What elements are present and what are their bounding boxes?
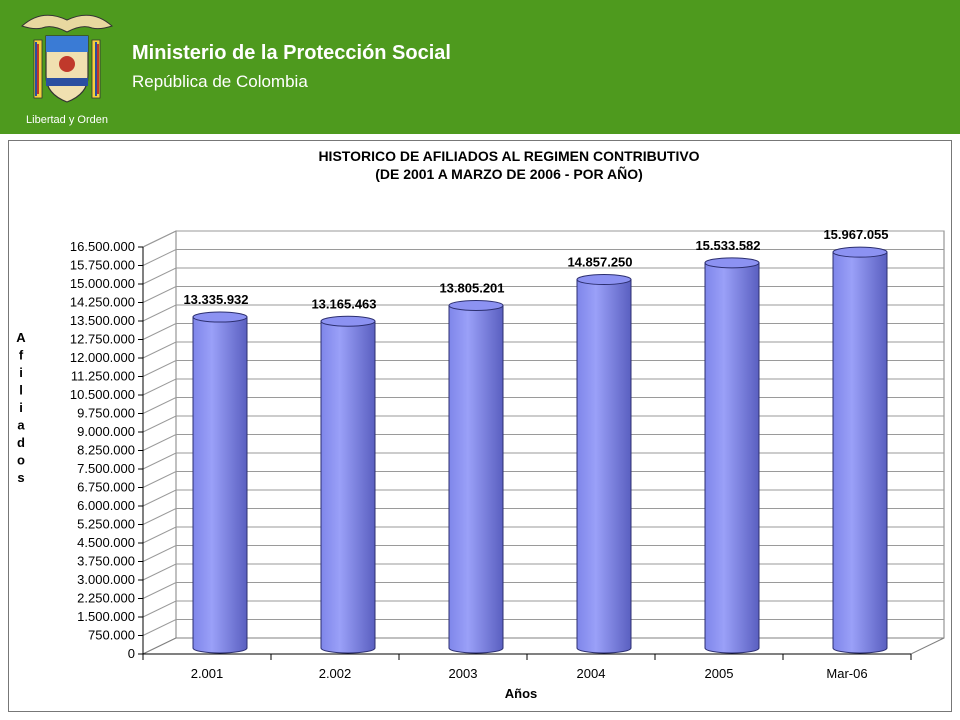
y-tick-label: 750.000: [88, 628, 135, 643]
data-label: 15.533.582: [695, 238, 760, 253]
bar-top: [832, 246, 888, 258]
bar: [192, 311, 248, 654]
data-label: 13.165.463: [311, 296, 376, 311]
y-tick-label: 9.750.000: [77, 406, 135, 421]
bar-body: [704, 262, 760, 654]
gridline: [142, 471, 944, 488]
gridline: [142, 378, 944, 396]
data-label: 13.805.201: [439, 280, 504, 295]
y-tick-label: 2.250.000: [77, 591, 135, 606]
gridline: [142, 397, 944, 414]
y-tick-label: 3.750.000: [77, 554, 135, 569]
y-tick-label: 15.000.000: [70, 276, 135, 291]
chart-subtitle: (DE 2001 A MARZO DE 2006 - POR AÑO): [375, 165, 643, 182]
bar: [576, 274, 632, 654]
ministry-title: Ministerio de la Protección Social: [132, 42, 451, 64]
gridline: [142, 341, 944, 359]
bar-chart: HISTORICO DE AFILIADOS AL REGIMEN CONTRI…: [16, 148, 945, 701]
x-tick-label: 2004: [577, 666, 606, 681]
gridline: [142, 545, 944, 562]
y-tick-label: 12.750.000: [70, 332, 135, 347]
gridline: [142, 230, 944, 248]
y-tick-label: 6.750.000: [77, 480, 135, 495]
gridline: [142, 508, 944, 525]
y-tick-label: 12.000.000: [70, 350, 135, 365]
x-tick-label: 2005: [705, 666, 734, 681]
bar-top: [448, 299, 504, 311]
bars: 13.335.932 13.165.463 13.805.201 14.857.250…: [183, 227, 889, 654]
y-tick-label: 1.500.000: [77, 609, 135, 624]
chart-title: HISTORICO DE AFILIADOS AL REGIMEN CONTRI…: [318, 148, 699, 164]
gridline: [142, 249, 944, 266]
data-label: 13.335.932: [183, 292, 248, 307]
bar-body: [576, 279, 632, 654]
y-tick-label: 16.500.000: [70, 239, 135, 254]
emblem-motto: Libertad y Orden: [26, 114, 108, 126]
y-tick-label: 9.000.000: [77, 424, 135, 439]
gridline: [142, 286, 944, 303]
x-tick-label: 2003: [449, 666, 478, 681]
gridline: [142, 526, 944, 544]
bar-top: [320, 315, 376, 327]
x-tick-label: 2.001: [191, 666, 224, 681]
grid: [142, 230, 945, 655]
gridline: [142, 600, 944, 618]
gridline: [142, 304, 944, 322]
bar-body: [448, 304, 504, 654]
data-label: 14.857.250: [567, 255, 632, 270]
bar-body: [192, 316, 248, 654]
gridline: [142, 619, 944, 636]
ministry-subtitle: República de Colombia: [132, 72, 308, 91]
gridline: [142, 323, 944, 340]
header-bar: Libertad y Orden Ministerio de la Protec…: [0, 0, 960, 134]
gridline: [142, 267, 944, 285]
y-tick-label: 8.250.000: [77, 443, 135, 458]
chart-frame: HISTORICO DE AFILIADOS AL REGIMEN CONTRI…: [8, 140, 952, 712]
gridline: [142, 563, 944, 581]
y-tick-label: 3.000.000: [77, 572, 135, 587]
y-tick-label: 13.500.000: [70, 313, 135, 328]
bar: [704, 257, 760, 654]
data-label: 15.967.055: [823, 227, 888, 242]
y-tick-label: 11.250.000: [71, 369, 135, 384]
coat-of-arms-icon: Libertad y Orden: [21, 14, 113, 126]
bar: [320, 315, 376, 654]
bar-body: [320, 320, 376, 654]
y-tick-label: 6.000.000: [77, 498, 135, 513]
bar-body: [832, 251, 888, 654]
bar-top: [192, 311, 248, 323]
x-axis-label: Años: [505, 686, 538, 701]
x-tick-label: 2.002: [319, 666, 352, 681]
y-tick-label: 15.750.000: [70, 258, 135, 273]
bar: [448, 299, 504, 654]
gridline: [142, 360, 944, 377]
gridline: [142, 489, 944, 507]
floor: [142, 637, 945, 655]
y-tick-label: 10.500.000: [70, 387, 135, 402]
x-tick-label: Mar-06: [826, 666, 867, 681]
gridline: [142, 452, 944, 470]
bar-top: [704, 257, 760, 269]
y-tick-label: 4.500.000: [77, 535, 135, 550]
y-tick-label: 5.250.000: [77, 517, 135, 532]
bar-top: [576, 274, 632, 286]
y-tick-label: 14.250.000: [70, 295, 135, 310]
gridline: [142, 434, 944, 451]
y-axis: 0 750.000 1.500.000 2.250.000 3.000.000 3.750…: [70, 239, 144, 661]
gridline: [142, 415, 944, 433]
bar: [832, 246, 888, 654]
y-tick-label: 0: [128, 646, 135, 661]
y-tick-label: 7.500.000: [77, 461, 135, 476]
x-axis: 2.001 2.002 2003 2004 2005 Mar-06: [142, 653, 912, 681]
gridline: [142, 582, 944, 599]
